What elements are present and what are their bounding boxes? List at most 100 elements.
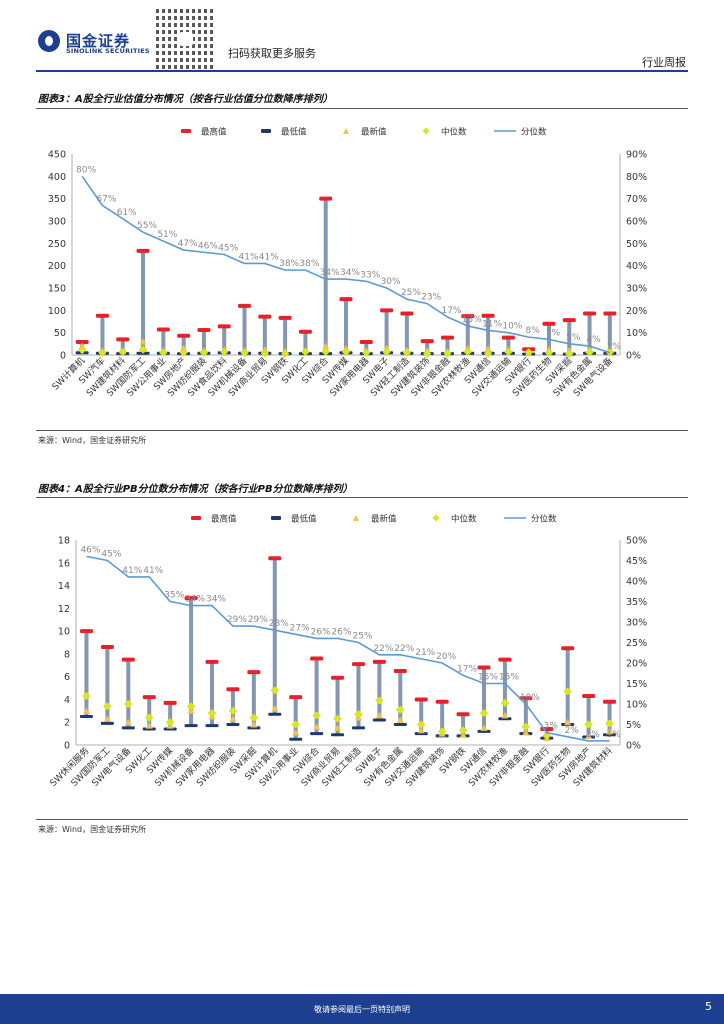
percentile-data-label: 41%	[239, 252, 259, 262]
latest-marker	[480, 724, 488, 731]
range-bar	[147, 697, 152, 730]
max-marker	[268, 556, 282, 561]
footer-disclaimer: 敬请参阅最后一页特别声明	[314, 1005, 410, 1014]
range-bar	[607, 701, 612, 735]
max-marker	[542, 321, 556, 326]
max-marker	[400, 311, 414, 316]
median-marker	[103, 701, 112, 711]
max-marker	[142, 695, 156, 700]
legend-marker-min	[271, 516, 281, 520]
range-bar	[445, 337, 450, 354]
min-marker	[205, 724, 219, 728]
max-marker	[136, 248, 150, 253]
percentile-data-label: 61%	[117, 208, 137, 218]
y-left-tick-label: 0	[60, 351, 66, 362]
y-left-tick-label: 200	[48, 261, 66, 272]
median-marker	[479, 708, 489, 718]
y-right-tick-label: 0%	[626, 351, 641, 362]
median-marker	[98, 348, 107, 358]
max-marker	[226, 687, 240, 692]
percentile-data-label: 5%	[566, 333, 581, 343]
latest-marker	[292, 728, 300, 736]
min-marker	[351, 726, 365, 730]
range-bar	[523, 698, 528, 734]
y-right-tick-label: 25%	[626, 638, 647, 649]
max-marker	[440, 335, 454, 340]
latest-marker	[313, 723, 321, 730]
range-bar	[189, 598, 194, 726]
y-left-tick-label: 0	[64, 741, 70, 752]
logo-english: SINOLINK SECURITIES	[66, 47, 150, 55]
range-bar	[502, 659, 507, 719]
y-right-tick-label: 15%	[626, 679, 647, 690]
median-marker	[524, 348, 533, 357]
median-marker	[312, 711, 321, 720]
legend-marker-min	[261, 129, 271, 133]
max-marker	[359, 340, 373, 345]
y-right-tick-label: 0%	[626, 741, 641, 752]
min-marker	[184, 724, 198, 728]
median-marker	[159, 348, 168, 358]
legend-marker-latest	[343, 128, 349, 134]
percentile-data-label: 11%	[482, 319, 502, 329]
max-marker	[116, 337, 130, 342]
range-bar	[356, 664, 361, 728]
range-bar	[465, 316, 470, 354]
range-bar	[607, 313, 612, 354]
max-marker	[477, 665, 491, 670]
max-marker	[177, 333, 191, 338]
latest-marker	[606, 727, 614, 735]
y-left-tick-label: 250	[48, 239, 66, 250]
latest-marker	[139, 338, 147, 345]
range-bar	[84, 631, 89, 717]
median-marker	[563, 687, 572, 696]
latest-marker	[334, 724, 342, 731]
median-marker	[124, 699, 133, 709]
percentile-data-label: 22%	[373, 644, 393, 654]
y-left-tick-label: 18	[58, 536, 70, 547]
range-bar	[161, 329, 166, 354]
percentile-data-label: 1%	[585, 730, 600, 740]
latest-marker	[396, 716, 404, 723]
latest-marker	[417, 726, 425, 734]
median-marker	[321, 347, 330, 357]
range-bar	[377, 661, 382, 720]
scan-service-text: 扫码获取更多服务	[228, 47, 316, 60]
y-right-tick-label: 40%	[626, 577, 647, 588]
max-marker	[461, 314, 475, 319]
page-header: 国金证券 SINOLINK SECURITIES 扫码获取更多服务 行业周报	[0, 0, 724, 70]
median-marker	[301, 347, 310, 357]
median-marker	[396, 705, 405, 714]
median-marker	[585, 348, 594, 357]
percentile-data-label: 41%	[259, 252, 279, 262]
max-marker	[238, 303, 252, 308]
figure3-source: 来源：Wind，国金证券研究所	[38, 436, 147, 445]
max-marker	[561, 646, 575, 651]
y-left-tick-label: 12	[58, 604, 70, 615]
min-marker	[310, 732, 324, 736]
latest-marker	[501, 711, 509, 719]
figure3-top-rule	[36, 108, 688, 109]
latest-marker	[82, 707, 90, 714]
range-bar	[126, 659, 131, 728]
median-marker	[605, 719, 614, 728]
percentile-data-label: 22%	[394, 644, 414, 654]
max-marker	[603, 311, 617, 316]
percentile-data-label: 34%	[340, 268, 360, 278]
latest-marker	[271, 705, 279, 712]
latest-marker	[484, 345, 492, 352]
median-marker	[362, 348, 371, 358]
latest-marker	[187, 707, 195, 714]
y-right-tick-label: 60%	[626, 217, 647, 228]
median-marker	[249, 713, 259, 722]
figure4-title: 图表4：A股全行业PB分位数分布情况（按各行业PB分位数降序排列）	[38, 484, 353, 495]
legend-label: 中位数	[451, 514, 477, 525]
percentile-data-label: 80%	[76, 165, 96, 175]
median-marker	[584, 720, 593, 729]
logo-chinese: 国金证券	[66, 32, 131, 50]
range-bar	[100, 315, 105, 354]
y-right-tick-label: 5%	[626, 720, 641, 731]
max-marker	[372, 659, 386, 664]
range-bar	[461, 714, 466, 736]
percentile-data-label: 26%	[332, 627, 352, 637]
